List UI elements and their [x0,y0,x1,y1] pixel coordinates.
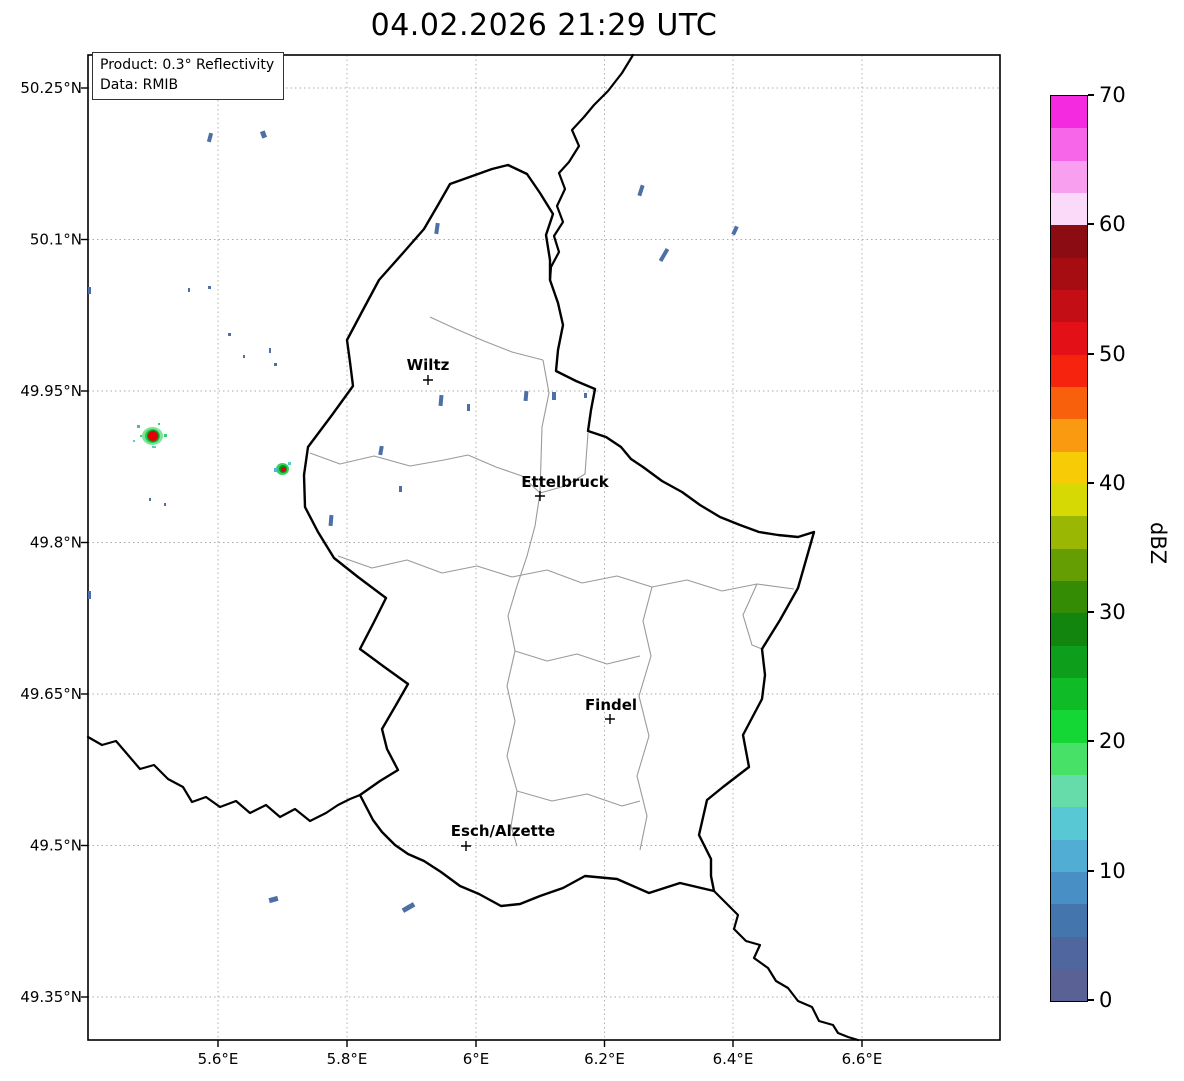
city-label-findel: Findel [585,696,637,714]
colorbar-band [1051,839,1087,872]
colorbar-tick-label: 40 [1099,471,1126,495]
colorbar-band [1051,451,1087,484]
luxembourg-border [302,163,816,908]
colorbar-bands [1051,96,1087,1002]
city-marker-wiltz [423,375,433,385]
colorbar-band [1051,354,1087,387]
canton-borders [309,316,795,851]
lon-tick-label: 5.6°E [198,1050,239,1068]
colorbar-tick-label: 0 [1099,988,1113,1012]
plot-frame [87,54,1001,1041]
colorbar-band [1051,710,1087,743]
colorbar-tick [1088,353,1094,355]
lon-tick-label: 6.6°E [842,1050,883,1068]
colorbar-tick-label: 70 [1099,83,1126,107]
colorbar-tick-label: 20 [1099,729,1126,753]
lat-tick-label: 50.1°N [30,231,82,249]
colorbar-band [1051,483,1087,517]
colorbar-tick-label: 30 [1099,600,1126,624]
lon-tick-label: 6.2°E [584,1050,625,1068]
colorbar-band [1051,871,1087,905]
colorbar-tick-label: 10 [1099,859,1126,883]
colorbar-band [1051,96,1087,129]
city-marker-esch-alzette [461,841,471,851]
product-info-box: Product: 0.3° Reflectivity Data: RMIB [92,52,285,101]
lat-tick-label: 49.35°N [20,988,82,1006]
city-label-wiltz: Wiltz [407,356,450,374]
colorbar-band [1051,128,1087,161]
colorbar-band [1051,742,1087,775]
colorbar-band [1051,322,1087,355]
lat-tick-label: 49.8°N [30,534,82,552]
colorbar-tick [1088,94,1094,96]
data-source-line: Data: RMIB [100,76,179,93]
france-germany-border [712,889,860,1042]
colorbar-tick-label: 50 [1099,342,1126,366]
colorbar-band [1051,419,1087,452]
colorbar-band [1051,904,1087,937]
colorbar-tick [1088,223,1094,225]
city-label-ettelbruck: Ettelbruck [521,473,610,491]
lon-tick-label: 5.8°E [327,1050,368,1068]
lon-tick-label: 6.4°E [713,1050,754,1068]
colorbar-band [1051,516,1087,549]
lat-tick-label: 49.5°N [30,837,82,855]
colorbar-tick [1088,482,1094,484]
colorbar-tick [1088,999,1094,1001]
colorbar-band [1051,289,1087,323]
city-label-esch-alzette: Esch/Alzette [451,822,555,840]
belgium-germany-border [548,53,635,282]
colorbar-band [1051,225,1087,258]
colorbar-band [1051,645,1087,678]
colorbar-tick [1088,740,1094,742]
colorbar-band [1051,968,1087,1002]
colorbar-band [1051,580,1087,614]
colorbar-band [1051,257,1087,290]
colorbar-tick [1088,611,1094,613]
lat-tick-label: 50.25°N [20,79,82,97]
axis-tick-marks [81,87,863,1047]
colorbar-band [1051,386,1087,420]
colorbar-band [1051,774,1087,808]
lat-tick-label: 49.65°N [20,685,82,703]
city-marker-findel [605,714,615,724]
product-info-line: Product: 0.3° Reflectivity [100,57,275,73]
colorbar-band [1051,548,1087,581]
colorbar [1050,95,1088,1002]
colorbar-unit-label: dBZ [1146,522,1170,565]
colorbar-tick-label: 60 [1099,212,1126,236]
colorbar-tick [1088,870,1094,872]
colorbar-band [1051,192,1087,226]
city-marker-ettelbruck [535,491,545,501]
graticule-gridlines [88,55,1000,1040]
colorbar-band [1051,936,1087,969]
colorbar-band [1051,160,1087,193]
plot-title: 04.02.2026 21:29 UTC [370,8,718,43]
france-belgium-border [86,735,362,823]
lat-tick-label: 49.95°N [20,382,82,400]
city-annotations: Wiltz Ettelbruck Findel Esch/Alzette [407,356,637,851]
colorbar-band [1051,677,1087,711]
colorbar-band [1051,807,1087,840]
colorbar-band [1051,613,1087,646]
lon-tick-label: 6°E [463,1050,490,1068]
